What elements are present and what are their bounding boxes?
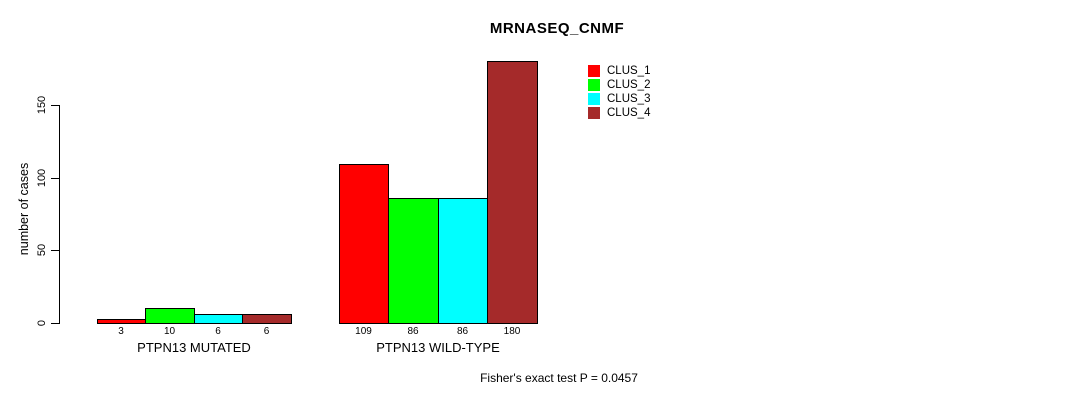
bar-clus_3 bbox=[438, 198, 488, 324]
legend-label: CLUS_3 bbox=[607, 93, 651, 105]
bar-clus_4 bbox=[487, 61, 538, 324]
bar-value-label: 6 bbox=[263, 326, 270, 337]
legend-swatch-icon bbox=[588, 79, 600, 91]
bar-clus_1 bbox=[339, 164, 389, 324]
bar-value-label: 86 bbox=[456, 326, 469, 337]
legend-item-clus_4: CLUS_4 bbox=[588, 106, 650, 120]
bar-clus_2 bbox=[388, 198, 439, 324]
x-category-label: PTPN13 MUTATED bbox=[137, 340, 251, 355]
bar-value-label: 86 bbox=[407, 326, 419, 337]
y-tick-label: 100 bbox=[36, 168, 48, 188]
legend-label: CLUS_2 bbox=[607, 79, 651, 91]
legend-swatch-icon bbox=[588, 107, 600, 119]
x-category-label: PTPN13 WILD-TYPE bbox=[376, 340, 500, 355]
y-tick bbox=[51, 105, 59, 106]
legend-label: CLUS_1 bbox=[607, 65, 651, 77]
bar-clus_3 bbox=[194, 314, 243, 324]
bar-value-label: 109 bbox=[355, 326, 372, 337]
bar-value-label: 6 bbox=[215, 326, 221, 337]
y-tick bbox=[51, 178, 59, 179]
legend-label: CLUS_4 bbox=[607, 107, 651, 119]
bar-value-label: 10 bbox=[163, 326, 176, 337]
legend: CLUS_1 CLUS_2 CLUS_3 CLUS_4 bbox=[588, 64, 650, 120]
legend-swatch-icon bbox=[588, 93, 600, 105]
bar-value-label: 3 bbox=[118, 326, 124, 337]
bar-clus_4 bbox=[242, 314, 292, 324]
legend-item-clus_1: CLUS_1 bbox=[588, 64, 650, 78]
legend-item-clus_3: CLUS_3 bbox=[588, 92, 650, 106]
y-tick bbox=[51, 323, 59, 324]
bar-value-label: 180 bbox=[503, 326, 521, 337]
y-tick-label: 150 bbox=[36, 95, 48, 115]
y-axis-line bbox=[59, 105, 60, 324]
chart-title: MRNASEQ_CNMF bbox=[489, 20, 625, 37]
y-tick-label: 50 bbox=[36, 243, 48, 257]
annotation-fisher-test: Fisher's exact test P = 0.0457 bbox=[480, 371, 638, 385]
bar-clus_2 bbox=[145, 308, 195, 324]
y-tick-label: 0 bbox=[36, 319, 48, 327]
legend-item-clus_2: CLUS_2 bbox=[588, 78, 650, 92]
bar-clus_1 bbox=[97, 319, 146, 324]
y-tick bbox=[51, 250, 59, 251]
legend-swatch-icon bbox=[588, 65, 600, 77]
